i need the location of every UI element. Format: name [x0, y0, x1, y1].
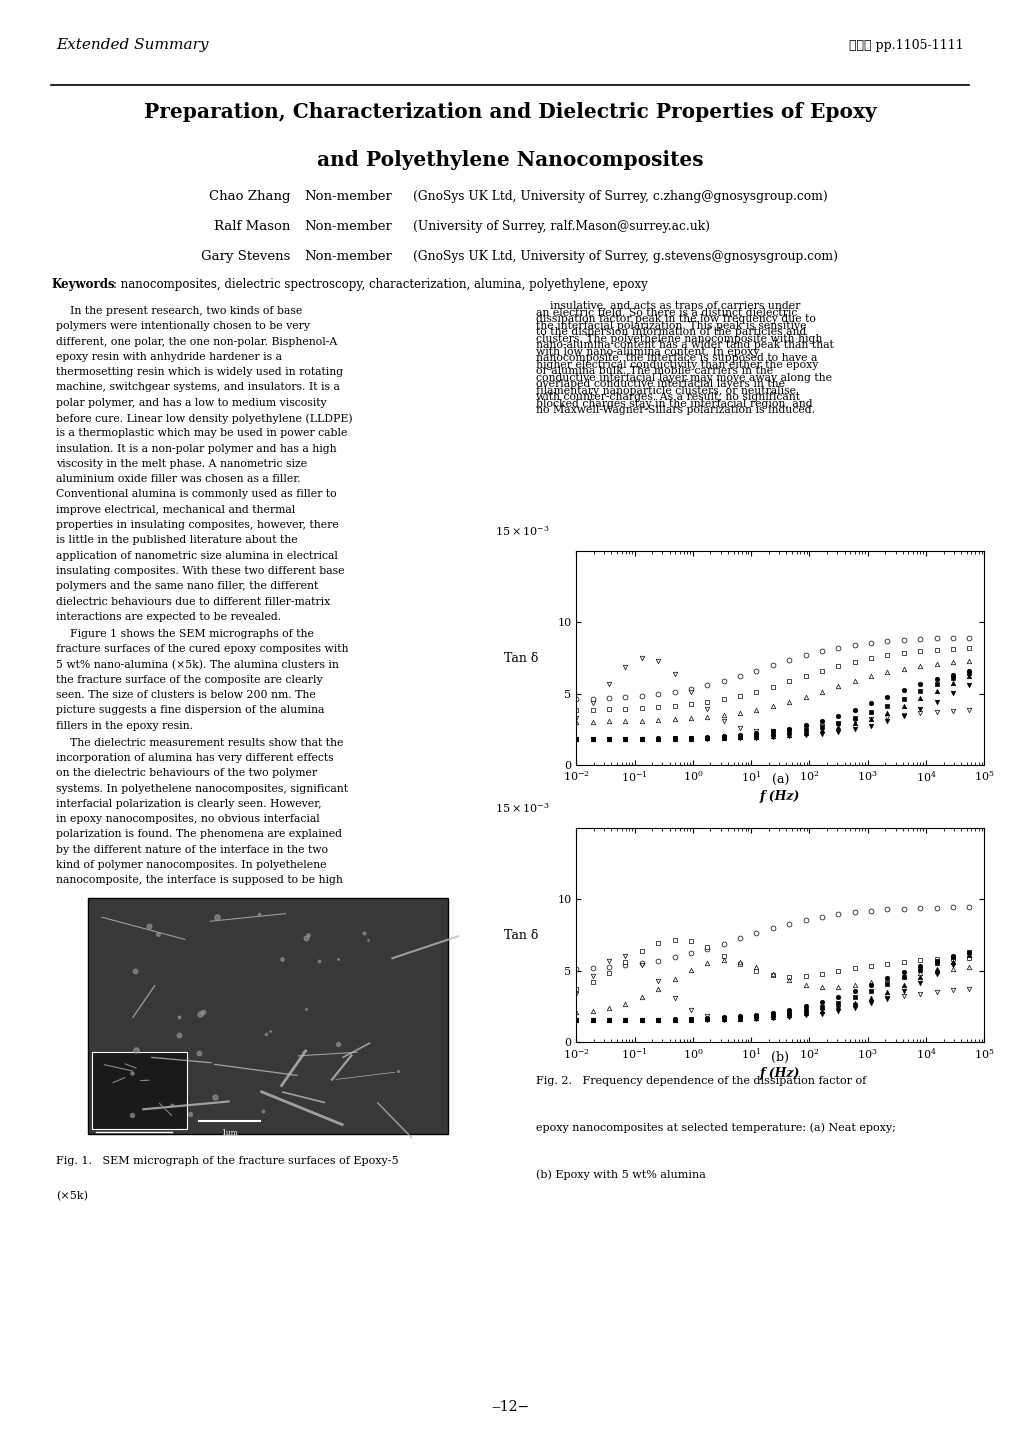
Text: (GnoSys UK Ltd, University of Surrey, c.zhang@gnosysgroup.com): (GnoSys UK Ltd, University of Surrey, c.…: [413, 189, 827, 203]
Text: properties in insulating composites, however, there: properties in insulating composites, how…: [56, 519, 338, 530]
Text: with counter-charges. As a result, no significant: with counter-charges. As a result, no si…: [535, 392, 799, 403]
Text: or alumina bulk. The mobile carriers in the: or alumina bulk. The mobile carriers in …: [535, 367, 771, 377]
Text: is a thermoplastic which may be used in power cable: is a thermoplastic which may be used in …: [56, 429, 347, 439]
Text: nanocomposite, the interface is supposed to have a: nanocomposite, the interface is supposed…: [535, 354, 816, 364]
Text: higher electrical conductivity than either the epoxy: higher electrical conductivity than eith…: [535, 359, 817, 369]
Text: viscosity in the melt phase. A nanometric size: viscosity in the melt phase. A nanometri…: [56, 459, 307, 469]
Text: overlaped conductive interfacial layers in the: overlaped conductive interfacial layers …: [535, 380, 784, 390]
Text: In the present research, two kinds of base: In the present research, two kinds of ba…: [56, 306, 302, 316]
Text: clusters. The polyethelene nanocomposite with high: clusters. The polyethelene nanocomposite…: [535, 333, 821, 343]
Text: epoxy nanocomposites at selected temperature: (a) Neat epoxy;: epoxy nanocomposites at selected tempera…: [535, 1123, 895, 1133]
Text: insulation. It is a non-polar polymer and has a high: insulation. It is a non-polar polymer an…: [56, 443, 336, 453]
Text: aluminium oxide filler was chosen as a filler.: aluminium oxide filler was chosen as a f…: [56, 475, 301, 485]
Text: Extended Summary: Extended Summary: [56, 39, 209, 52]
Text: Fig. 2.   Frequency dependence of the dissipation factor of: Fig. 2. Frequency dependence of the diss…: [535, 1076, 865, 1087]
Text: in epoxy nanocomposites, no obvious interfacial: in epoxy nanocomposites, no obvious inte…: [56, 814, 320, 824]
Text: insulating composites. With these two different base: insulating composites. With these two di…: [56, 566, 344, 576]
Text: polymers were intentionally chosen to be very: polymers were intentionally chosen to be…: [56, 322, 310, 332]
Text: Chao Zhang: Chao Zhang: [209, 189, 290, 203]
Text: Non-member: Non-member: [304, 189, 391, 203]
Text: Ralf Mason: Ralf Mason: [214, 219, 290, 232]
X-axis label: f (Hz): f (Hz): [759, 789, 800, 802]
Text: insulative, and acts as traps of carriers under: insulative, and acts as traps of carrier…: [535, 302, 799, 312]
Text: fracture surfaces of the cured epoxy composites with: fracture surfaces of the cured epoxy com…: [56, 644, 348, 654]
Text: Fig. 1.   SEM micrograph of the fracture surfaces of Epoxy-5: Fig. 1. SEM micrograph of the fracture s…: [56, 1156, 398, 1166]
Text: conductive interfacial layer may move away along the: conductive interfacial layer may move aw…: [535, 372, 830, 382]
Text: thermosetting resin which is widely used in rotating: thermosetting resin which is widely used…: [56, 367, 342, 377]
Text: (GnoSys UK Ltd, University of Surrey, g.stevens@gnosysgroup.com): (GnoSys UK Ltd, University of Surrey, g.…: [413, 250, 838, 263]
Text: the fracture surface of the composite are clearly: the fracture surface of the composite ar…: [56, 675, 322, 685]
Text: filamentary nanoparticle clusters, or neutralise: filamentary nanoparticle clusters, or ne…: [535, 385, 795, 395]
Text: different, one polar, the one non-polar. Bisphenol-A: different, one polar, the one non-polar.…: [56, 336, 337, 346]
Text: improve electrical, mechanical and thermal: improve electrical, mechanical and therm…: [56, 505, 296, 515]
Text: incorporation of alumina has very different effects: incorporation of alumina has very differ…: [56, 753, 333, 763]
Y-axis label: Tan δ: Tan δ: [503, 651, 538, 665]
Text: 5 wt% nano-alumina (×5k). The alumina clusters in: 5 wt% nano-alumina (×5k). The alumina cl…: [56, 659, 338, 670]
Text: no Maxwell-Wagner-Sillars polarization is induced.: no Maxwell-Wagner-Sillars polarization i…: [535, 405, 814, 416]
Text: (b) Epoxy with 5 wt% alumina: (b) Epoxy with 5 wt% alumina: [535, 1169, 705, 1180]
X-axis label: f (Hz): f (Hz): [759, 1066, 800, 1079]
Text: Non-member: Non-member: [304, 250, 391, 263]
Text: with low nano-alumina content. In epoxy: with low nano-alumina content. In epoxy: [535, 346, 758, 356]
Text: Conventional alumina is commonly used as filler to: Conventional alumina is commonly used as…: [56, 489, 336, 499]
Text: polar polymer, and has a low to medium viscosity: polar polymer, and has a low to medium v…: [56, 398, 326, 408]
Text: dielectric behaviours due to different filler-matrix: dielectric behaviours due to different f…: [56, 596, 330, 606]
Text: machine, switchgear systems, and insulators. It is a: machine, switchgear systems, and insulat…: [56, 382, 339, 392]
Text: Figure 1 shows the SEM micrographs of the: Figure 1 shows the SEM micrographs of th…: [56, 629, 314, 639]
Text: polarization is found. The phenomena are explained: polarization is found. The phenomena are…: [56, 830, 341, 840]
Text: dissipation factor peak in the low frequency due to: dissipation factor peak in the low frequ…: [535, 315, 814, 325]
Text: application of nanometric size alumina in electrical: application of nanometric size alumina i…: [56, 551, 337, 561]
Text: on the dielectric behaviours of the two polymer: on the dielectric behaviours of the two …: [56, 768, 317, 778]
Text: and Polyethylene Nanocomposites: and Polyethylene Nanocomposites: [316, 150, 703, 170]
Text: $15\times10^{-3}$: $15\times10^{-3}$: [494, 802, 549, 815]
Text: Non-member: Non-member: [304, 219, 391, 232]
Text: fillers in the epoxy resin.: fillers in the epoxy resin.: [56, 720, 193, 730]
Text: interfacial polarization is clearly seen. However,: interfacial polarization is clearly seen…: [56, 799, 321, 810]
Text: interactions are expected to be revealed.: interactions are expected to be revealed…: [56, 612, 281, 622]
Y-axis label: Tan δ: Tan δ: [503, 928, 538, 942]
Text: is little in the published literature about the: is little in the published literature ab…: [56, 535, 298, 545]
Text: Preparation, Characterization and Dielectric Properties of Epoxy: Preparation, Characterization and Dielec…: [144, 102, 875, 123]
Text: ‒12−: ‒12−: [490, 1400, 529, 1414]
Text: nano-alumina content has a wider tand peak than that: nano-alumina content has a wider tand pe…: [535, 341, 833, 351]
Text: Keywords: Keywords: [51, 277, 114, 291]
Text: seen. The size of clusters is below 200 nm. The: seen. The size of clusters is below 200 …: [56, 690, 316, 700]
Text: Gary Stevens: Gary Stevens: [201, 250, 290, 263]
Text: polymers and the same nano filler, the different: polymers and the same nano filler, the d…: [56, 582, 318, 592]
Text: 10μm: 10μm: [123, 1140, 144, 1147]
Text: blocked charges stay in the interfacial region, and: blocked charges stay in the interfacial …: [535, 398, 811, 408]
Text: systems. In polyethelene nanocomposites, significant: systems. In polyethelene nanocomposites,…: [56, 784, 347, 794]
Text: an electric field. So there is a distinct dielectric: an electric field. So there is a distinc…: [535, 307, 796, 317]
Text: : nanocomposites, dielectric spectroscopy, characterization, alumina, polyethyle: : nanocomposites, dielectric spectroscop…: [113, 277, 647, 291]
Text: (b): (b): [770, 1051, 789, 1063]
Bar: [92, 1052, 187, 1130]
Text: picture suggests a fine dispersion of the alumina: picture suggests a fine dispersion of th…: [56, 706, 324, 716]
Text: kind of polymer nanocomposites. In polyethelene: kind of polymer nanocomposites. In polye…: [56, 860, 326, 870]
Text: to the dispersion information of the particles and: to the dispersion information of the par…: [535, 328, 805, 338]
Text: 本文は pp.1105-1111: 本文は pp.1105-1111: [849, 39, 963, 52]
Text: epoxy resin with anhydride hardener is a: epoxy resin with anhydride hardener is a: [56, 352, 282, 362]
Text: 1μm: 1μm: [221, 1130, 237, 1137]
Text: nanocomposite, the interface is supposed to be high: nanocomposite, the interface is supposed…: [56, 876, 342, 886]
Text: The dielectric measurement results show that the: The dielectric measurement results show …: [56, 737, 343, 747]
Text: by the different nature of the interface in the two: by the different nature of the interface…: [56, 844, 328, 854]
Text: (University of Surrey, ralf.Mason@surrey.ac.uk): (University of Surrey, ralf.Mason@surrey…: [413, 219, 709, 232]
Text: $15\times10^{-3}$: $15\times10^{-3}$: [494, 525, 549, 538]
Text: (a): (a): [770, 773, 789, 786]
Text: (×5k): (×5k): [56, 1190, 88, 1201]
Text: before cure. Linear low density polyethylene (LLDPE): before cure. Linear low density polyethy…: [56, 413, 353, 424]
Text: the interfacial polarization. This peak is sensitive: the interfacial polarization. This peak …: [535, 320, 805, 330]
